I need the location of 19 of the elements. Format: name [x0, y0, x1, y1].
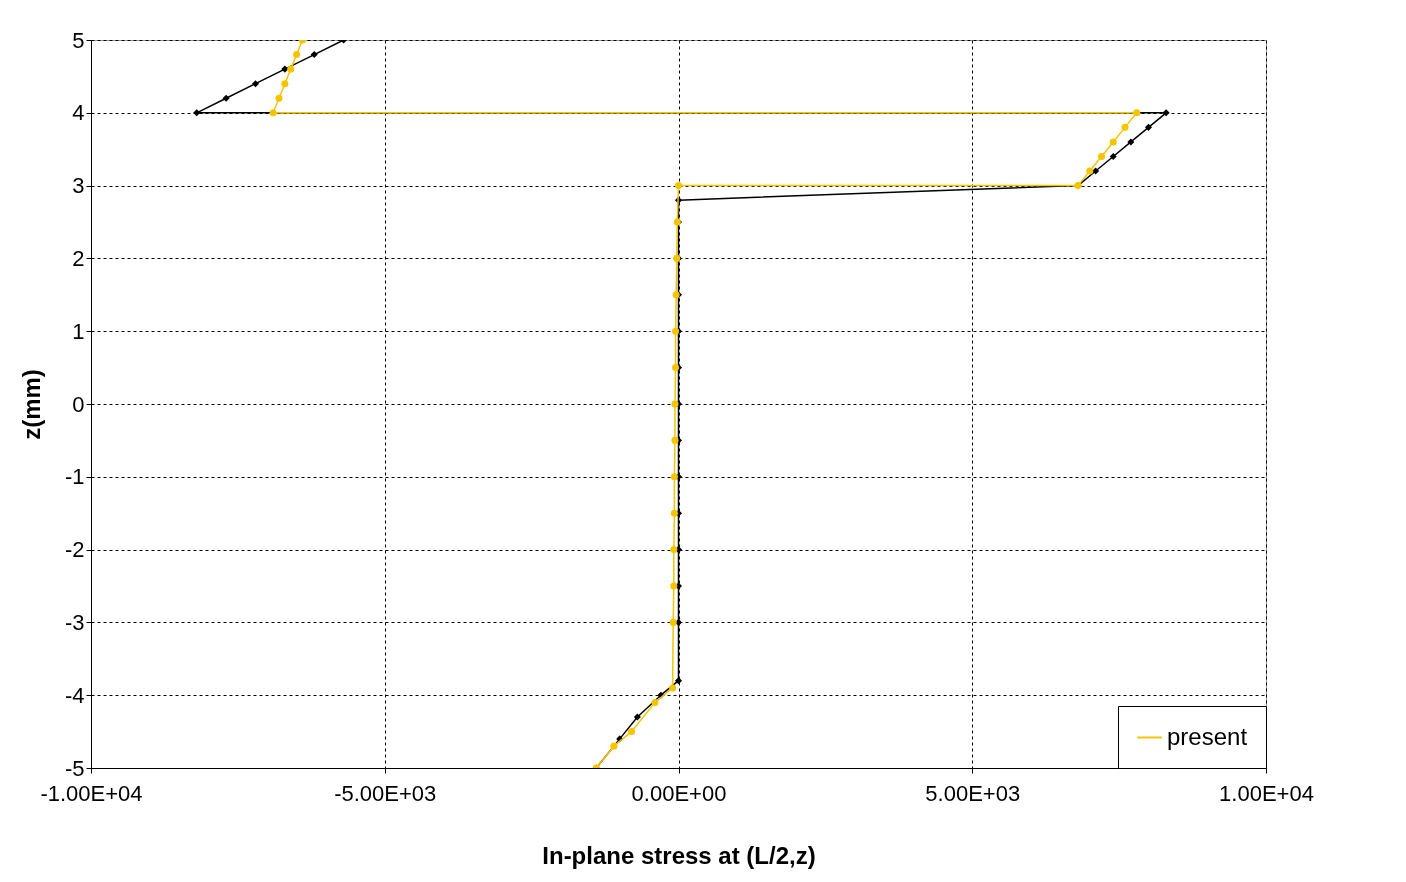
x-tick-label: 0.00E+00 [631, 780, 727, 806]
legend-label: present [1167, 722, 1248, 750]
x-axis-title: In-plane stress at (L/2,z) [542, 841, 816, 869]
x-tick-label: 1.00E+04 [1219, 780, 1314, 806]
y-tick-label: -5 [64, 755, 85, 781]
y-tick-label: -4 [64, 682, 85, 708]
y-tick-label: 1 [72, 318, 85, 344]
y-tick-label: 5 [72, 27, 85, 53]
y-tick-label: -3 [64, 609, 85, 635]
y-tick-label: 2 [72, 245, 85, 271]
y-tick-label: -1 [64, 464, 85, 490]
x-tick-label: 5.00E+03 [925, 780, 1021, 806]
y-tick-label: -2 [64, 537, 85, 563]
y-tick-label: 0 [72, 391, 85, 417]
y-tick-label: 4 [72, 100, 85, 126]
x-tick-label: -1.00E+04 [40, 780, 143, 806]
x-tick-label: -5.00E+03 [334, 780, 437, 806]
y-axis-title: z(mm) [17, 369, 45, 440]
y-tick-label: 3 [72, 173, 85, 199]
